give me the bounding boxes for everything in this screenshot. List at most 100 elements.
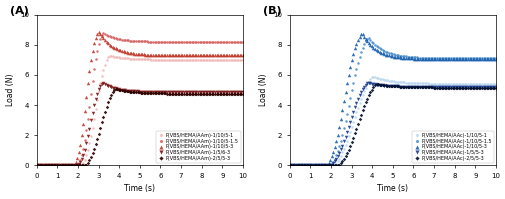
P(VBS/HEMA/AAm)-1/5/6-3 <box>239 91 245 94</box>
P(VBS/HEMA/AAm)-2/5/5-3 <box>34 164 40 166</box>
P(VBS/HEMA/AAc)-1/5/5-3 <box>286 164 292 166</box>
P(VBS/HEMA/AAc)-1/10/5-3 <box>297 164 303 166</box>
P(VBS/HEMA/AAc)-1/10/5-1.5 <box>331 157 337 160</box>
Line: P(VBS/HEMA/AAm)-2/5/5-3: P(VBS/HEMA/AAm)-2/5/5-3 <box>35 87 244 167</box>
Legend: P(VBS/HEMA/AAc)-1/10/5-1, P(VBS/HEMA/AAc)-1/10/5-1.5, P(VBS/HEMA/AAc)-1/10/5-3, : P(VBS/HEMA/AAc)-1/10/5-1, P(VBS/HEMA/AAc… <box>411 131 492 163</box>
P(VBS/HEMA/AAm)-1/10/5-3 <box>85 82 91 85</box>
Line: P(VBS/HEMA/AAc)-1/10/5-1: P(VBS/HEMA/AAc)-1/10/5-1 <box>288 76 496 167</box>
P(VBS/HEMA/AAc)-1/10/5-1.5 <box>297 164 303 166</box>
P(VBS/HEMA/AAm)-2/5/5-3 <box>227 93 233 95</box>
P(VBS/HEMA/AAm)-2/5/5-3 <box>239 93 245 95</box>
P(VBS/HEMA/AAm)-1/10/5-1.5 <box>229 41 235 43</box>
P(VBS/HEMA/AAc)-1/10/5-1 <box>492 83 498 85</box>
P(VBS/HEMA/AAc)-1/10/5-3 <box>367 44 373 46</box>
P(VBS/HEMA/AAc)-1/10/5-1 <box>337 154 343 157</box>
P(VBS/HEMA/AAm)-2/5/5-3 <box>44 164 50 166</box>
Line: P(VBS/HEMA/AAc)-1/5/5-3: P(VBS/HEMA/AAc)-1/5/5-3 <box>287 81 497 167</box>
P(VBS/HEMA/AAc)-1/10/5-1.5 <box>286 164 292 166</box>
P(VBS/HEMA/AAc)-1/5/5-3 <box>337 148 343 151</box>
Line: P(VBS/HEMA/AAc)-2/5/5-3: P(VBS/HEMA/AAc)-2/5/5-3 <box>288 83 496 167</box>
P(VBS/HEMA/AAm)-1/10/5-1.5 <box>114 38 120 40</box>
P(VBS/HEMA/AAc)-2/5/5-3 <box>331 164 337 166</box>
Text: (B): (B) <box>263 6 281 16</box>
P(VBS/HEMA/AAm)-1/10/5-1 <box>78 164 84 166</box>
P(VBS/HEMA/AAm)-1/10/5-1.5 <box>239 41 245 43</box>
P(VBS/HEMA/AAm)-1/5/6-3 <box>227 91 233 94</box>
P(VBS/HEMA/AAc)-1/10/5-1 <box>297 164 303 166</box>
P(VBS/HEMA/AAm)-2/5/5-3 <box>229 93 235 95</box>
P(VBS/HEMA/AAm)-1/5/6-3 <box>85 135 91 138</box>
P(VBS/HEMA/AAc)-2/5/5-3 <box>286 164 292 166</box>
P(VBS/HEMA/AAm)-1/10/5-1 <box>239 59 245 61</box>
P(VBS/HEMA/AAm)-1/10/5-3 <box>34 164 40 166</box>
P(VBS/HEMA/AAm)-1/10/5-1 <box>229 59 235 61</box>
P(VBS/HEMA/AAm)-1/10/5-1 <box>107 54 113 57</box>
P(VBS/HEMA/AAm)-1/10/5-3 <box>95 30 102 33</box>
P(VBS/HEMA/AAm)-1/10/5-1 <box>44 164 50 166</box>
P(VBS/HEMA/AAm)-1/5/6-3 <box>229 91 235 94</box>
P(VBS/HEMA/AAm)-1/10/5-3 <box>114 48 120 50</box>
P(VBS/HEMA/AAc)-1/10/5-1.5 <box>492 57 498 60</box>
P(VBS/HEMA/AAc)-1/5/5-3 <box>492 86 498 88</box>
P(VBS/HEMA/AAm)-1/10/5-3 <box>227 54 233 57</box>
P(VBS/HEMA/AAc)-1/10/5-3 <box>492 58 498 60</box>
P(VBS/HEMA/AAc)-1/10/5-1.5 <box>365 37 371 39</box>
Line: P(VBS/HEMA/AAm)-1/10/5-1: P(VBS/HEMA/AAm)-1/10/5-1 <box>35 54 244 167</box>
P(VBS/HEMA/AAc)-2/5/5-3 <box>365 94 371 97</box>
Y-axis label: Load (N): Load (N) <box>6 74 15 106</box>
P(VBS/HEMA/AAm)-1/5/6-3 <box>114 88 120 90</box>
P(VBS/HEMA/AAm)-1/10/5-1.5 <box>227 41 233 43</box>
Y-axis label: Load (N): Load (N) <box>258 74 267 106</box>
P(VBS/HEMA/AAc)-2/5/5-3 <box>481 87 487 89</box>
P(VBS/HEMA/AAc)-1/5/5-3 <box>365 82 371 84</box>
P(VBS/HEMA/AAc)-1/5/5-3 <box>331 160 337 162</box>
P(VBS/HEMA/AAm)-2/5/5-3 <box>78 164 84 166</box>
P(VBS/HEMA/AAc)-1/10/5-3 <box>481 58 487 60</box>
P(VBS/HEMA/AAc)-1/10/5-1.5 <box>337 139 343 142</box>
P(VBS/HEMA/AAm)-1/10/5-1 <box>34 164 40 166</box>
Line: P(VBS/HEMA/AAc)-1/10/5-3: P(VBS/HEMA/AAc)-1/10/5-3 <box>287 32 497 167</box>
P(VBS/HEMA/AAc)-1/5/5-3 <box>480 86 486 88</box>
P(VBS/HEMA/AAm)-1/10/5-3 <box>44 164 50 166</box>
X-axis label: Time (s): Time (s) <box>377 184 408 193</box>
P(VBS/HEMA/AAc)-1/10/5-3 <box>286 164 292 166</box>
P(VBS/HEMA/AAc)-1/5/5-3 <box>367 82 373 84</box>
Legend: P(VBS/HEMA/AAm)-1/10/5-1, P(VBS/HEMA/AAm)-1/10/5-1.5, P(VBS/HEMA/AAm)-1/10/5-3, : P(VBS/HEMA/AAm)-1/10/5-1, P(VBS/HEMA/AAm… <box>156 131 240 163</box>
P(VBS/HEMA/AAm)-2/5/5-3 <box>85 162 91 164</box>
P(VBS/HEMA/AAc)-1/10/5-3 <box>480 58 486 60</box>
P(VBS/HEMA/AAc)-1/10/5-3 <box>337 118 343 120</box>
P(VBS/HEMA/AAm)-1/10/5-3 <box>78 134 84 137</box>
P(VBS/HEMA/AAm)-1/10/5-1.5 <box>85 118 91 120</box>
P(VBS/HEMA/AAm)-1/10/5-1 <box>85 149 91 151</box>
Line: P(VBS/HEMA/AAc)-1/10/5-1.5: P(VBS/HEMA/AAc)-1/10/5-1.5 <box>288 37 496 167</box>
P(VBS/HEMA/AAm)-1/10/5-1 <box>227 59 233 61</box>
P(VBS/HEMA/AAc)-1/10/5-1.5 <box>480 57 486 60</box>
P(VBS/HEMA/AAm)-1/10/5-1.5 <box>34 164 40 166</box>
P(VBS/HEMA/AAc)-1/10/5-1.5 <box>367 39 373 41</box>
P(VBS/HEMA/AAm)-1/5/6-3 <box>44 164 50 166</box>
P(VBS/HEMA/AAc)-1/10/5-1 <box>331 164 337 166</box>
P(VBS/HEMA/AAc)-2/5/5-3 <box>337 162 343 165</box>
P(VBS/HEMA/AAm)-1/10/5-1.5 <box>100 32 106 34</box>
P(VBS/HEMA/AAm)-1/5/6-3 <box>100 82 106 84</box>
P(VBS/HEMA/AAc)-2/5/5-3 <box>297 164 303 166</box>
P(VBS/HEMA/AAm)-1/5/6-3 <box>78 158 84 160</box>
P(VBS/HEMA/AAc)-2/5/5-3 <box>492 87 498 89</box>
P(VBS/HEMA/AAc)-1/10/5-1 <box>480 83 486 85</box>
P(VBS/HEMA/AAm)-1/10/5-3 <box>239 54 245 57</box>
Line: P(VBS/HEMA/AAm)-1/10/5-1.5: P(VBS/HEMA/AAm)-1/10/5-1.5 <box>35 32 244 167</box>
P(VBS/HEMA/AAm)-2/5/5-3 <box>113 88 119 90</box>
P(VBS/HEMA/AAm)-1/10/5-1.5 <box>44 164 50 166</box>
P(VBS/HEMA/AAc)-1/10/5-3 <box>331 146 337 148</box>
P(VBS/HEMA/AAm)-1/10/5-1 <box>114 56 120 58</box>
P(VBS/HEMA/AAc)-1/10/5-1 <box>481 83 487 85</box>
P(VBS/HEMA/AAm)-1/10/5-3 <box>229 54 235 57</box>
P(VBS/HEMA/AAm)-1/5/6-3 <box>34 164 40 166</box>
P(VBS/HEMA/AAc)-1/10/5-3 <box>358 33 364 35</box>
Line: P(VBS/HEMA/AAm)-1/5/6-3: P(VBS/HEMA/AAm)-1/5/6-3 <box>35 81 244 167</box>
P(VBS/HEMA/AAc)-1/5/5-3 <box>297 164 303 166</box>
P(VBS/HEMA/AAc)-2/5/5-3 <box>373 83 379 85</box>
P(VBS/HEMA/AAm)-2/5/5-3 <box>114 88 120 90</box>
P(VBS/HEMA/AAm)-1/10/5-1.5 <box>78 154 84 156</box>
P(VBS/HEMA/AAc)-1/10/5-1.5 <box>481 57 487 60</box>
